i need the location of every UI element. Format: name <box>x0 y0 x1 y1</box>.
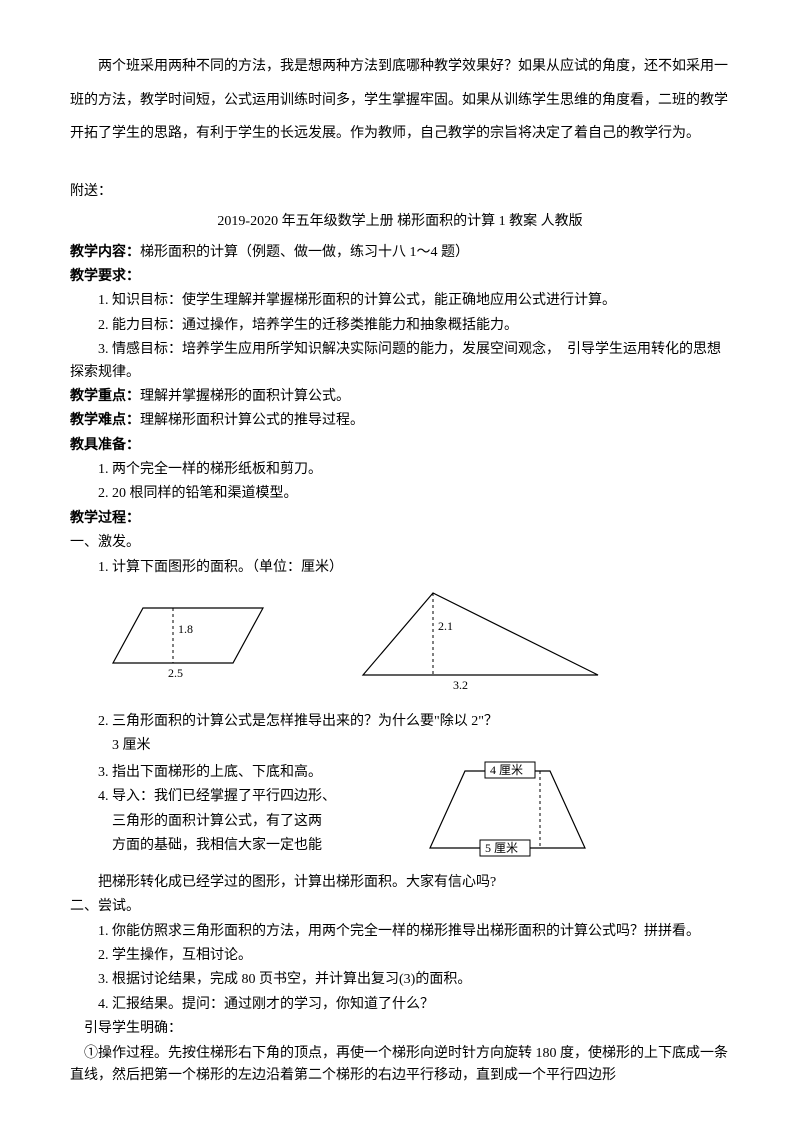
content-text: 梯形面积的计算（例题、做一做，练习十八 1～4 题） <box>140 245 469 260</box>
p1-1: 1. 计算下面图形的面积。（单位：厘米） <box>70 557 730 579</box>
p2-3: 3. 根据讨论结果，完成 80 页书空，并计算出复习(3)的面积。 <box>70 969 730 991</box>
difficulty-row: 教学难点：理解梯形面积计算公式的推导过程。 <box>70 410 730 432</box>
teaching-content: 教学内容：梯形面积的计算（例题、做一做，练习十八 1～4 题） <box>70 242 730 264</box>
section-1: 一、激发。 <box>70 532 730 554</box>
p2-2: 2. 学生操作，互相讨论。 <box>70 945 730 967</box>
tools-label: 教具准备： <box>70 438 140 453</box>
focus-text: 理解并掌握梯形的面积计算公式。 <box>140 389 350 404</box>
triangle-icon: 2.1 3.2 <box>358 585 608 695</box>
p2-4: 4. 汇报结果。提问：通过刚才的学习，你知道了什么？ <box>70 994 730 1016</box>
trap-bottom-label: 5 厘米 <box>485 841 518 855</box>
trap-top-label: 4 厘米 <box>490 763 523 777</box>
difficulty-label: 教学难点： <box>70 413 140 428</box>
req-2: 2. 能力目标：通过操作，培养学生的迁移类推能力和抽象概括能力。 <box>70 315 730 337</box>
tri-height-label: 2.1 <box>438 619 453 633</box>
process-label: 教学过程： <box>70 511 140 526</box>
tool-1: 1. 两个完全一样的梯形纸板和剪刀。 <box>70 459 730 481</box>
focus-row: 教学重点：理解并掌握梯形的面积计算公式。 <box>70 386 730 408</box>
trapezoid-icon: 4 厘米 5 厘米 <box>410 756 610 866</box>
p2-op: ①操作过程。先按住梯形右下角的顶点，再使一个梯形向逆时针方向旋转 180 度，使… <box>70 1043 730 1088</box>
trapezoid-row: 3. 指出下面梯形的上底、下底和高。 4. 导入：我们已经掌握了平行四边形、 三… <box>70 762 730 872</box>
para-height-label: 1.8 <box>178 622 193 636</box>
intro-paragraph: 两个班采用两种不同的方法，我是想两种方法到底哪种教学效果好？如果从应试的角度，还… <box>70 50 730 151</box>
parallelogram-icon: 1.8 2.5 <box>108 593 278 683</box>
process-label-row: 教学过程： <box>70 508 730 530</box>
figure-row: 1.8 2.5 2.1 3.2 <box>98 585 730 705</box>
requirements-label-row: 教学要求： <box>70 266 730 288</box>
section-2: 二、尝试。 <box>70 896 730 918</box>
req-3: 3. 情感目标：培养学生应用所学知识解决实际问题的能力，发展空间观念， 引导学生… <box>70 339 730 384</box>
tool-2: 2. 20 根同样的铅笔和渠道模型。 <box>70 483 730 505</box>
document-title: 2019-2020 年五年级数学上册 梯形面积的计算 1 教案 人教版 <box>70 211 730 233</box>
req-1: 1. 知识目标：使学生理解并掌握梯形面积的计算公式，能正确地应用公式进行计算。 <box>70 290 730 312</box>
tri-width-label: 3.2 <box>453 678 468 692</box>
p1-4b: 三角形的面积计算公式，有了这两 <box>70 811 390 833</box>
para-width-label: 2.5 <box>168 666 183 680</box>
attachment-label: 附送： <box>70 181 730 203</box>
p1-2b: 3 厘米 <box>70 735 730 757</box>
requirements-label: 教学要求： <box>70 269 140 284</box>
p1-2: 2. 三角形面积的计算公式是怎样推导出来的？为什么要"除以 2"？ <box>70 711 730 733</box>
difficulty-text: 理解梯形面积计算公式的推导过程。 <box>140 413 364 428</box>
p1-4c: 方面的基础，我相信大家一定也能 <box>70 835 390 857</box>
focus-label: 教学重点： <box>70 389 140 404</box>
tools-label-row: 教具准备： <box>70 435 730 457</box>
p2-guide: 引导学生明确： <box>70 1018 730 1040</box>
p1-3: 3. 指出下面梯形的上底、下底和高。 <box>70 762 390 784</box>
content-label: 教学内容： <box>70 245 140 260</box>
p1-4a: 4. 导入：我们已经掌握了平行四边形、 <box>70 786 390 808</box>
p1-4d: 把梯形转化成已经学过的图形，计算出梯形面积。大家有信心吗? <box>70 872 730 894</box>
p2-1: 1. 你能仿照求三角形面积的方法，用两个完全一样的梯形推导出梯形面积的计算公式吗… <box>70 921 730 943</box>
